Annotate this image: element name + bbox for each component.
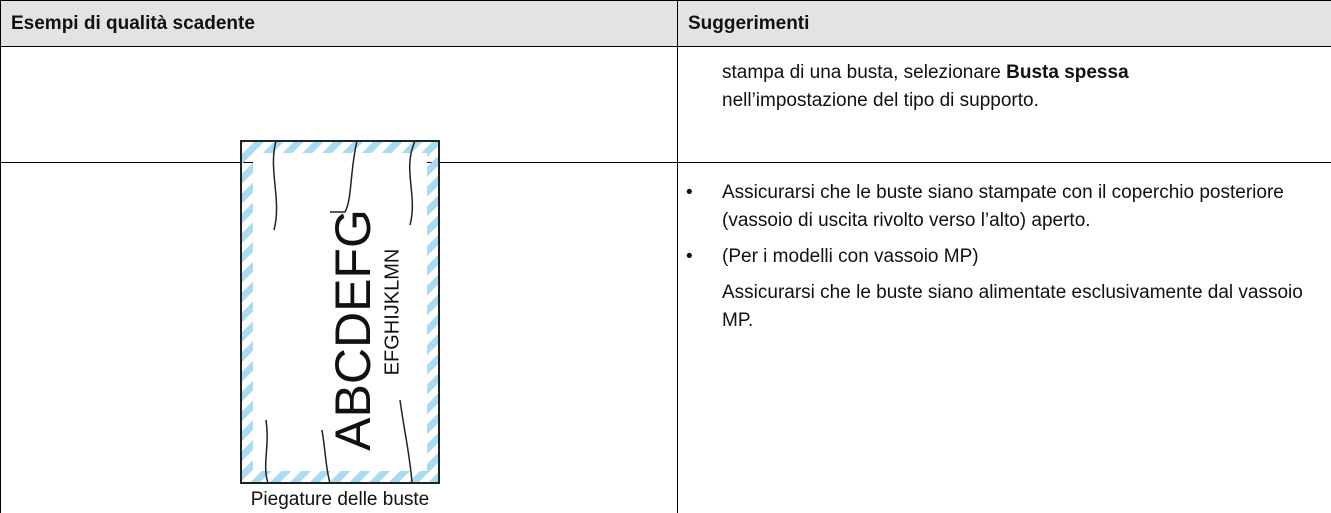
header-row: Esempi di qualità scadente Suggerimenti — [0, 0, 1331, 47]
bullet-item: Assicurarsi che le buste siano stampate … — [680, 179, 1311, 235]
header-cell: Esempi di qualità scadente — [0, 0, 678, 47]
bullet-list: Assicurarsi che le buste siano stampate … — [680, 179, 1311, 335]
cell: Assicurarsi che le buste siano stampate … — [677, 162, 1331, 513]
row: Assicurarsi che le buste siano stampate … — [0, 162, 1331, 513]
text: stampa di una busta, selezionare — [722, 62, 1001, 83]
caption: Piegature delle buste — [251, 489, 430, 510]
sample-text-small: EFGHIJKLMN — [381, 249, 403, 376]
note: Assicurarsi che le buste siano alimentat… — [722, 282, 1303, 331]
text: nell’impostazione del tipo di supporto. — [722, 90, 1039, 111]
text: (Per i modelli con vassoio MP) — [722, 246, 979, 267]
bold-text: Busta spessa — [1006, 62, 1129, 83]
bullet-item: (Per i modelli con vassoio MP) Assicurars… — [680, 243, 1311, 335]
envelope-body — [253, 153, 427, 471]
fold-lines — [240, 140, 440, 484]
sample-text-large: ABCDEFG — [325, 209, 381, 451]
envelope-illustration: ABCDEFG EFGHIJKLMN Piegature delle buste — [240, 140, 440, 510]
text: Assicurarsi che le buste siano stampate … — [722, 182, 1284, 231]
cell: stampa di una busta, selezionare Busta s… — [677, 46, 1331, 163]
header-cell: Suggerimenti — [677, 0, 1331, 47]
